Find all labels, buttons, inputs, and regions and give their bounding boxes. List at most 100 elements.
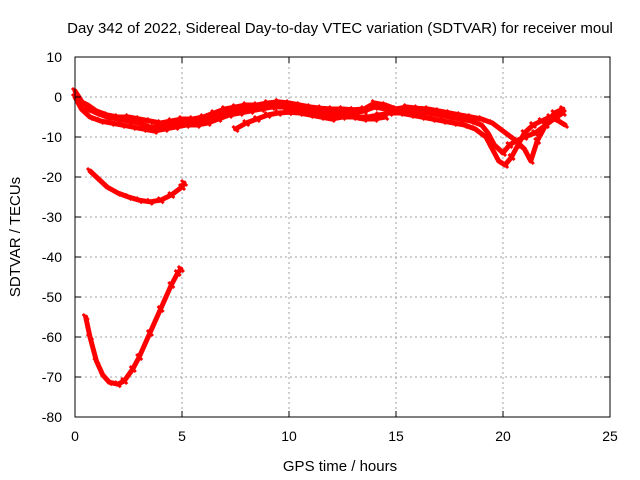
data-point — [327, 104, 336, 114]
data-point — [317, 112, 326, 122]
data-point — [252, 114, 261, 124]
data-point — [406, 110, 416, 120]
data-point — [167, 190, 176, 200]
data-point — [284, 98, 294, 108]
y-tick-label: -10 — [42, 129, 62, 145]
data-point — [526, 156, 535, 166]
data-point — [83, 104, 92, 114]
data-point — [391, 104, 401, 114]
data-point — [460, 120, 469, 130]
series-3 — [75, 96, 567, 166]
data-point — [156, 304, 165, 314]
y-tick-label: -40 — [42, 249, 62, 265]
data-point — [402, 102, 411, 112]
data-point — [349, 105, 358, 114]
y-tick-label: 0 — [54, 89, 62, 105]
data-point — [128, 122, 137, 132]
data-point — [156, 118, 165, 128]
data-point — [498, 148, 508, 158]
data-point — [434, 106, 443, 116]
data-point — [171, 122, 180, 132]
ticks: 0 5 10 15 20 25 10 0 -10 -20 -30 -40 -50 -60 -70 -80 — [42, 49, 618, 444]
data-point — [349, 112, 358, 122]
data-point — [167, 280, 176, 290]
data-point — [424, 104, 433, 114]
data-point — [274, 108, 283, 118]
series-layer — [70, 86, 570, 389]
data-point — [176, 264, 185, 274]
data-point — [490, 140, 499, 150]
data-point — [488, 144, 497, 154]
y-tick-label: -80 — [42, 409, 62, 425]
data-point — [188, 114, 197, 124]
data-point — [177, 114, 187, 124]
series-6 — [81, 264, 185, 389]
data-point — [124, 112, 133, 122]
x-tick-label: 15 — [388, 428, 404, 444]
data-point — [528, 120, 538, 130]
x-tick-label: 0 — [71, 428, 79, 444]
data-point — [177, 182, 187, 192]
series-line — [83, 266, 184, 387]
data-point — [494, 156, 503, 166]
data-point — [173, 268, 182, 278]
data-point — [554, 116, 563, 126]
data-point — [381, 112, 390, 122]
data-point — [220, 104, 229, 114]
y-tick-label: 10 — [46, 49, 62, 65]
data-point — [96, 116, 105, 126]
data-point — [274, 97, 283, 106]
data-point — [103, 110, 112, 120]
data-point — [306, 102, 315, 112]
data-point — [327, 114, 336, 124]
data-point — [92, 106, 101, 116]
data-point — [75, 96, 84, 106]
data-point — [145, 197, 154, 206]
data-point — [235, 108, 244, 118]
data-point — [520, 128, 529, 138]
data-point — [509, 134, 518, 144]
x-tick-label: 20 — [495, 428, 511, 444]
data-point — [98, 370, 107, 380]
data-point — [105, 378, 114, 387]
data-point — [550, 108, 559, 118]
data-point — [124, 192, 133, 202]
data-point — [338, 104, 347, 114]
x-axis-label: GPS time / hours — [283, 458, 397, 475]
data-point — [145, 116, 154, 126]
data-point — [385, 108, 394, 118]
data-point — [381, 100, 390, 110]
series-5 — [85, 166, 189, 206]
data-point — [199, 112, 208, 122]
y-tick-label: -30 — [42, 209, 62, 225]
data-point — [113, 188, 122, 198]
data-point — [135, 352, 144, 362]
data-point — [507, 152, 516, 162]
data-point — [317, 104, 326, 113]
data-point — [252, 100, 261, 110]
data-point — [413, 104, 422, 113]
data-point — [505, 140, 514, 150]
data-point — [370, 114, 379, 124]
data-point — [477, 120, 486, 130]
data-point — [81, 312, 90, 322]
data-point — [231, 102, 240, 112]
data-point — [203, 118, 212, 128]
data-point — [263, 98, 272, 108]
data-point — [428, 114, 437, 124]
data-point — [483, 128, 493, 138]
data-point — [156, 196, 165, 205]
data-point — [118, 120, 127, 130]
data-point — [128, 364, 137, 374]
x-tick-label: 5 — [178, 428, 186, 444]
data-point — [445, 108, 454, 118]
y-tick-label: -50 — [42, 289, 62, 305]
data-point — [533, 136, 542, 146]
data-point — [531, 128, 540, 138]
data-point — [498, 126, 508, 136]
x-tick-label: 25 — [602, 428, 618, 444]
data-point — [306, 110, 315, 120]
data-point — [182, 120, 191, 130]
data-point — [210, 108, 219, 118]
